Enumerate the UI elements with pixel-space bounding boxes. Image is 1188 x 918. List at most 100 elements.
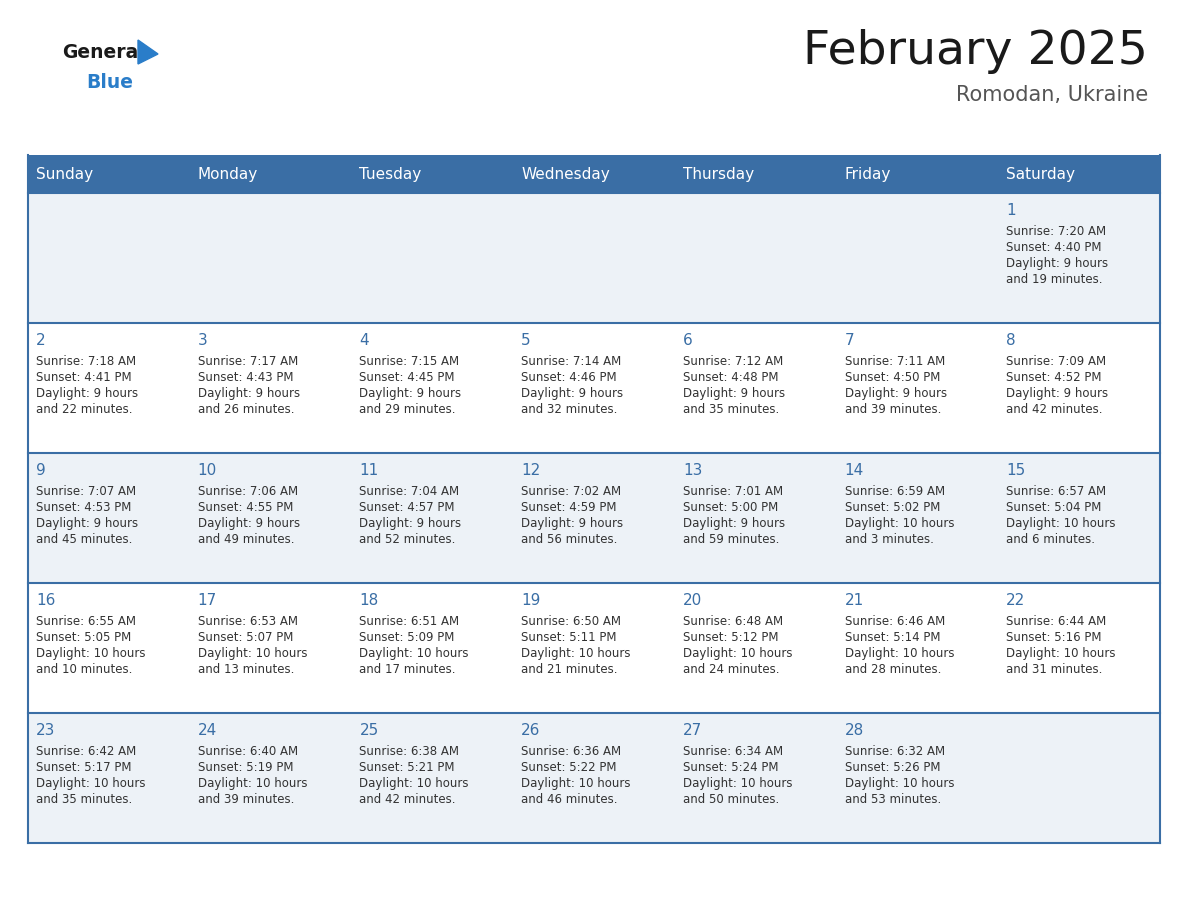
Text: Sunset: 4:57 PM: Sunset: 4:57 PM	[360, 501, 455, 514]
Text: Sunrise: 6:59 AM: Sunrise: 6:59 AM	[845, 485, 944, 498]
Text: Sunset: 4:55 PM: Sunset: 4:55 PM	[197, 501, 293, 514]
Text: Sunset: 5:14 PM: Sunset: 5:14 PM	[845, 631, 940, 644]
Text: Sunset: 5:16 PM: Sunset: 5:16 PM	[1006, 631, 1101, 644]
Text: Sunset: 5:21 PM: Sunset: 5:21 PM	[360, 761, 455, 774]
Text: 25: 25	[360, 723, 379, 738]
Text: Sunrise: 6:38 AM: Sunrise: 6:38 AM	[360, 745, 460, 758]
Text: Sunset: 5:24 PM: Sunset: 5:24 PM	[683, 761, 778, 774]
Text: Sunrise: 6:44 AM: Sunrise: 6:44 AM	[1006, 615, 1106, 628]
Text: 5: 5	[522, 333, 531, 348]
Text: Sunrise: 6:55 AM: Sunrise: 6:55 AM	[36, 615, 135, 628]
Text: 21: 21	[845, 593, 864, 608]
Text: Sunset: 4:52 PM: Sunset: 4:52 PM	[1006, 371, 1101, 384]
Text: Sunrise: 7:14 AM: Sunrise: 7:14 AM	[522, 355, 621, 368]
Bar	[29, 193, 1159, 323]
Text: Daylight: 10 hours: Daylight: 10 hours	[1006, 647, 1116, 660]
Text: Sunrise: 6:32 AM: Sunrise: 6:32 AM	[845, 745, 944, 758]
Text: Wednesday: Wednesday	[522, 166, 609, 182]
Text: Daylight: 10 hours: Daylight: 10 hours	[197, 777, 308, 790]
Text: and 39 minutes.: and 39 minutes.	[197, 793, 295, 806]
Text: Daylight: 10 hours: Daylight: 10 hours	[845, 517, 954, 530]
Text: Thursday: Thursday	[683, 166, 754, 182]
Text: 6: 6	[683, 333, 693, 348]
Text: Daylight: 10 hours: Daylight: 10 hours	[36, 647, 145, 660]
Text: Sunrise: 7:17 AM: Sunrise: 7:17 AM	[197, 355, 298, 368]
Text: Sunrise: 7:09 AM: Sunrise: 7:09 AM	[1006, 355, 1106, 368]
Text: and 19 minutes.: and 19 minutes.	[1006, 273, 1102, 286]
Text: and 28 minutes.: and 28 minutes.	[845, 663, 941, 676]
Text: Sunset: 4:46 PM: Sunset: 4:46 PM	[522, 371, 617, 384]
Text: Sunset: 5:12 PM: Sunset: 5:12 PM	[683, 631, 778, 644]
Text: 8: 8	[1006, 333, 1016, 348]
Text: Sunrise: 6:57 AM: Sunrise: 6:57 AM	[1006, 485, 1106, 498]
Text: 4: 4	[360, 333, 369, 348]
Text: and 22 minutes.: and 22 minutes.	[36, 403, 133, 416]
Text: and 6 minutes.: and 6 minutes.	[1006, 533, 1095, 546]
Text: Daylight: 10 hours: Daylight: 10 hours	[360, 777, 469, 790]
Text: Daylight: 10 hours: Daylight: 10 hours	[36, 777, 145, 790]
Text: Sunset: 4:59 PM: Sunset: 4:59 PM	[522, 501, 617, 514]
Text: 2: 2	[36, 333, 45, 348]
Text: and 26 minutes.: and 26 minutes.	[197, 403, 295, 416]
Text: Blue: Blue	[86, 73, 133, 92]
Text: 14: 14	[845, 463, 864, 478]
Text: Daylight: 10 hours: Daylight: 10 hours	[683, 647, 792, 660]
Text: Sunset: 5:07 PM: Sunset: 5:07 PM	[197, 631, 293, 644]
Text: and 42 minutes.: and 42 minutes.	[1006, 403, 1102, 416]
Text: Daylight: 9 hours: Daylight: 9 hours	[683, 517, 785, 530]
Text: 11: 11	[360, 463, 379, 478]
Text: Sunrise: 6:42 AM: Sunrise: 6:42 AM	[36, 745, 137, 758]
Text: 28: 28	[845, 723, 864, 738]
Text: 16: 16	[36, 593, 56, 608]
Text: and 35 minutes.: and 35 minutes.	[683, 403, 779, 416]
Text: Sunset: 5:05 PM: Sunset: 5:05 PM	[36, 631, 131, 644]
Text: Sunset: 4:43 PM: Sunset: 4:43 PM	[197, 371, 293, 384]
Text: and 10 minutes.: and 10 minutes.	[36, 663, 132, 676]
Text: Daylight: 9 hours: Daylight: 9 hours	[36, 387, 138, 400]
Text: and 45 minutes.: and 45 minutes.	[36, 533, 132, 546]
Text: Daylight: 10 hours: Daylight: 10 hours	[845, 777, 954, 790]
Text: Sunrise: 7:15 AM: Sunrise: 7:15 AM	[360, 355, 460, 368]
Text: and 17 minutes.: and 17 minutes.	[360, 663, 456, 676]
Text: Sunrise: 7:06 AM: Sunrise: 7:06 AM	[197, 485, 298, 498]
Bar	[29, 323, 1159, 453]
Text: Sunrise: 7:12 AM: Sunrise: 7:12 AM	[683, 355, 783, 368]
Text: Sunset: 5:17 PM: Sunset: 5:17 PM	[36, 761, 132, 774]
Text: 13: 13	[683, 463, 702, 478]
Text: Sunrise: 6:36 AM: Sunrise: 6:36 AM	[522, 745, 621, 758]
Text: Sunrise: 6:53 AM: Sunrise: 6:53 AM	[197, 615, 298, 628]
Text: and 42 minutes.: and 42 minutes.	[360, 793, 456, 806]
Text: February 2025: February 2025	[803, 29, 1148, 74]
Text: Daylight: 9 hours: Daylight: 9 hours	[683, 387, 785, 400]
Text: Sunset: 5:11 PM: Sunset: 5:11 PM	[522, 631, 617, 644]
Text: 23: 23	[36, 723, 56, 738]
Bar	[29, 583, 1159, 713]
Text: Sunrise: 7:01 AM: Sunrise: 7:01 AM	[683, 485, 783, 498]
Text: Sunset: 5:00 PM: Sunset: 5:00 PM	[683, 501, 778, 514]
Text: Monday: Monday	[197, 166, 258, 182]
Text: and 52 minutes.: and 52 minutes.	[360, 533, 456, 546]
Text: Sunrise: 6:34 AM: Sunrise: 6:34 AM	[683, 745, 783, 758]
Text: 3: 3	[197, 333, 208, 348]
Text: General: General	[62, 42, 145, 62]
Text: Sunday: Sunday	[36, 166, 93, 182]
Text: Sunrise: 7:07 AM: Sunrise: 7:07 AM	[36, 485, 137, 498]
Text: Daylight: 9 hours: Daylight: 9 hours	[845, 387, 947, 400]
Text: Sunset: 4:53 PM: Sunset: 4:53 PM	[36, 501, 132, 514]
Text: Daylight: 10 hours: Daylight: 10 hours	[683, 777, 792, 790]
Text: and 3 minutes.: and 3 minutes.	[845, 533, 934, 546]
Text: 15: 15	[1006, 463, 1025, 478]
Text: and 49 minutes.: and 49 minutes.	[197, 533, 295, 546]
Text: Sunrise: 7:18 AM: Sunrise: 7:18 AM	[36, 355, 137, 368]
Text: 12: 12	[522, 463, 541, 478]
Text: Sunrise: 7:02 AM: Sunrise: 7:02 AM	[522, 485, 621, 498]
Text: 1: 1	[1006, 203, 1016, 218]
Text: Sunset: 5:09 PM: Sunset: 5:09 PM	[360, 631, 455, 644]
Text: and 13 minutes.: and 13 minutes.	[197, 663, 295, 676]
Text: Sunrise: 7:20 AM: Sunrise: 7:20 AM	[1006, 225, 1106, 238]
Text: 22: 22	[1006, 593, 1025, 608]
Text: Sunrise: 6:51 AM: Sunrise: 6:51 AM	[360, 615, 460, 628]
Text: Sunset: 4:40 PM: Sunset: 4:40 PM	[1006, 241, 1101, 254]
Text: Sunset: 4:50 PM: Sunset: 4:50 PM	[845, 371, 940, 384]
Text: Sunset: 5:19 PM: Sunset: 5:19 PM	[197, 761, 293, 774]
